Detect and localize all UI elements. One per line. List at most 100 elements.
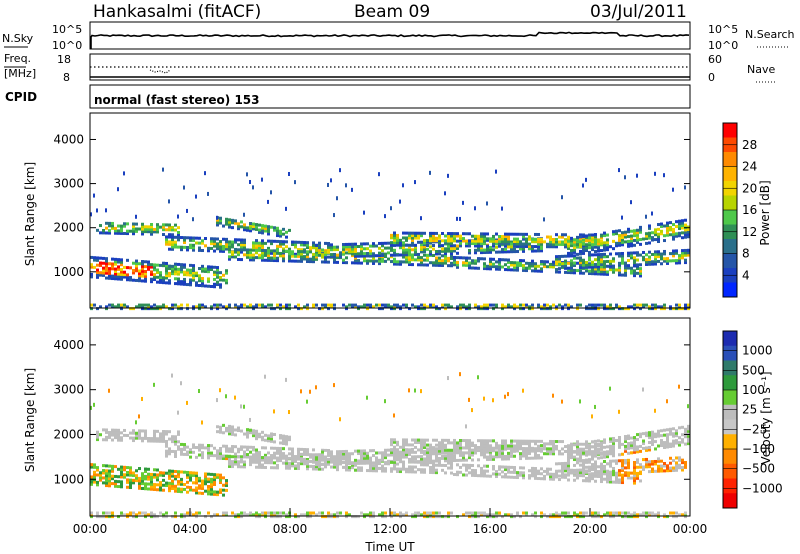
- heatmap-cell: [420, 441, 423, 445]
- heatmap-cell: [405, 453, 408, 457]
- heatmap-cell: [144, 436, 147, 440]
- heatmap-cell: [432, 261, 435, 265]
- heatmap-cell: [219, 216, 222, 220]
- heatmap-cell: [114, 229, 117, 233]
- heatmap-cell: [603, 445, 606, 449]
- heatmap-cell: [429, 252, 432, 256]
- heatmap-cell: [669, 252, 672, 256]
- heatmap-cell: [429, 303, 432, 307]
- heatmap-cell: [549, 265, 552, 269]
- heatmap-cell: [327, 307, 330, 311]
- heatmap-cell: [582, 261, 585, 265]
- heatmap-cell: [276, 451, 279, 455]
- heatmap-cell: [324, 457, 327, 461]
- heatmap-cell: [675, 261, 678, 265]
- heatmap-cell: [447, 249, 450, 253]
- heatmap-cell: [639, 463, 642, 467]
- heatmap-cell: [615, 475, 618, 479]
- heatmap-cell: [246, 255, 249, 259]
- heatmap-cell: [258, 256, 261, 260]
- heatmap-cell: [285, 515, 288, 519]
- heatmap-cell: [243, 513, 246, 517]
- heatmap-cell: [492, 446, 495, 450]
- heatmap-cell: [186, 307, 189, 311]
- heatmap-cell: [120, 229, 123, 233]
- heatmap-cell: [120, 468, 123, 472]
- heatmap-cell: [606, 255, 609, 259]
- heatmap-cell: [255, 437, 258, 441]
- heatmap-cell: [666, 224, 669, 228]
- heatmap-cell: [339, 457, 342, 461]
- heatmap-cell: [570, 448, 573, 452]
- heatmap-cell: [237, 305, 240, 309]
- heatmap-cell: [414, 258, 417, 262]
- heatmap-cell: [264, 224, 267, 228]
- heatmap-cell: [348, 454, 351, 458]
- heatmap-cell: [639, 242, 642, 246]
- heatmap-cell: [171, 303, 174, 307]
- heatmap-cell: [540, 237, 543, 241]
- heatmap-cell: [594, 258, 597, 262]
- heatmap-cell: [450, 461, 453, 465]
- heatmap-cell: [387, 257, 390, 261]
- heatmap-cell: [549, 442, 552, 446]
- heatmap-cell: [282, 305, 285, 309]
- heatmap-cell: [285, 230, 288, 234]
- heatmap-cell: [246, 250, 249, 254]
- heatmap-cell: [477, 241, 480, 245]
- heatmap-cell: [288, 515, 291, 519]
- heatmap-cell: [171, 242, 174, 246]
- heatmap-cell: [519, 263, 522, 267]
- heatmap-cell: [210, 239, 213, 243]
- heatmap-cell: [639, 435, 642, 439]
- heatmap-cell: [495, 475, 498, 479]
- heatmap-cell: [345, 449, 348, 453]
- heatmap-cell: [141, 230, 144, 234]
- heatmap-cell: [573, 450, 576, 454]
- heatmap-cell: [438, 244, 441, 248]
- heatmap-cell: [516, 237, 519, 241]
- heatmap-cell: [282, 254, 285, 258]
- heatmap-cell: [438, 459, 441, 463]
- heatmap-cell: [303, 457, 306, 461]
- heatmap-cell: [459, 453, 462, 457]
- heatmap-cell: [411, 450, 414, 454]
- heatmap-cell: [501, 242, 504, 246]
- heatmap-cell: [135, 229, 138, 233]
- heatmap-cell: [279, 447, 282, 451]
- heatmap-cell: [426, 247, 429, 251]
- heatmap-cell: [381, 244, 384, 248]
- heatmap-cell: [495, 455, 498, 459]
- y-tick-label: 2000: [53, 221, 84, 235]
- heatmap-cell: [369, 305, 372, 309]
- heatmap-cell: [216, 266, 219, 270]
- heatmap-cell: [180, 280, 183, 284]
- heatmap-cell: [561, 511, 564, 515]
- heatmap-cell: [90, 263, 93, 267]
- heatmap-cell: [267, 451, 270, 455]
- heatmap-cell: [678, 436, 681, 440]
- heatmap-cell: [225, 394, 227, 399]
- heatmap-cell: [150, 280, 153, 284]
- heatmap-cell: [411, 455, 414, 459]
- heatmap-cell: [645, 462, 648, 466]
- heatmap-cell: [123, 275, 126, 279]
- heatmap-cell: [438, 241, 441, 245]
- heatmap-cell: [162, 430, 165, 434]
- heatmap-cell: [654, 233, 657, 237]
- heatmap-cell: [618, 266, 621, 270]
- heatmap-cell: [501, 235, 504, 239]
- heatmap-cell: [459, 451, 462, 455]
- heatmap-cell: [144, 467, 147, 471]
- heatmap-cell: [648, 250, 651, 254]
- heatmap-cell: [336, 196, 338, 201]
- heatmap-cell: [138, 262, 141, 266]
- heatmap-cell: [585, 476, 588, 480]
- heatmap-cell: [393, 307, 396, 311]
- heatmap-cell: [120, 465, 123, 469]
- heatmap-cell: [669, 305, 672, 309]
- heatmap-cell: [483, 305, 486, 309]
- heatmap-cell: [591, 474, 594, 478]
- heatmap-cell: [528, 476, 531, 480]
- heatmap-cell: [156, 483, 159, 487]
